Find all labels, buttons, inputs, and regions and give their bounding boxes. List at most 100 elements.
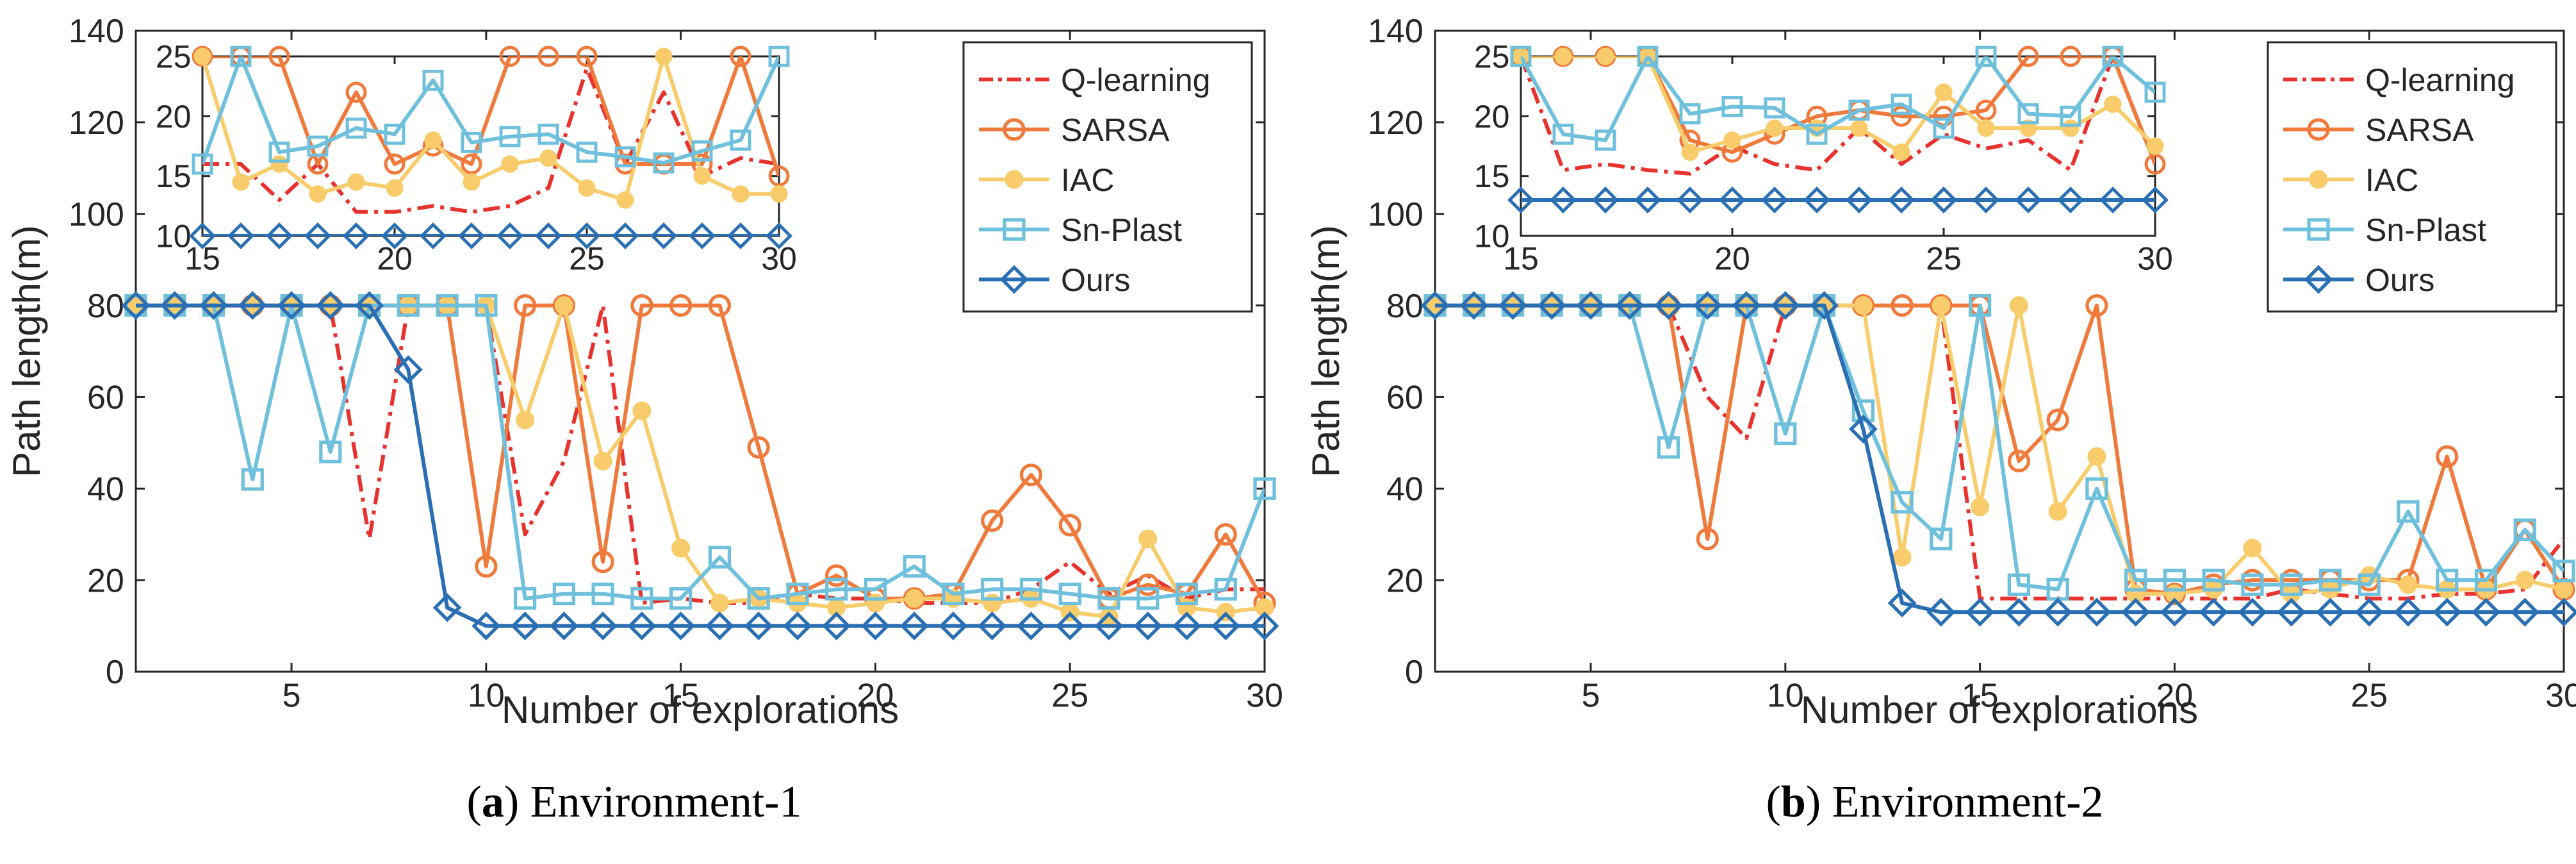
panel-b-inset-series-iac-point xyxy=(2104,96,2122,113)
panel-b-series-sarsa-point xyxy=(1696,528,1719,551)
panel-b-inset-series-sn-plast-point xyxy=(1679,103,1701,125)
panel-a-legend-marker-iac xyxy=(1005,170,1024,189)
panel-a-series-ours-point xyxy=(1016,611,1046,641)
panel-b-y-tick-label: 120 xyxy=(1368,104,1423,142)
panel-b-series-sn-plast-point xyxy=(2552,560,2575,583)
panel-b-inset-x-tick-label: 25 xyxy=(1926,241,1962,277)
panel-b-series-sarsa-point xyxy=(2007,449,2031,473)
panel-b-series-sn-plast-point xyxy=(2085,477,2108,500)
panel-a-inset-series-sn-plast-point xyxy=(499,126,521,147)
panel-a-series-ours-point xyxy=(277,291,306,320)
panel-b-x-axis-label: Number of explorations xyxy=(1801,688,2198,731)
panel-a-series-sn-plast-point xyxy=(513,587,537,610)
panel-b-series-ours-point xyxy=(2393,597,2423,627)
panel-b-inset-series-sn-plast-point xyxy=(1552,123,1574,145)
panel-b-series-sn-plast-point xyxy=(2318,569,2342,592)
panel-a-inset-series-iac-point xyxy=(732,185,750,203)
panel-a-legend-label-sarsa: SARSA xyxy=(1061,112,1170,148)
panel-a-inset-series-sn-plast-point xyxy=(730,129,751,151)
panel-a-inset-axes-box xyxy=(201,55,780,237)
panel-a-y-tick-label: 100 xyxy=(69,196,124,233)
panel-b-inset-series-sn-plast-point xyxy=(1891,94,1912,115)
panel-b-series-ours-point xyxy=(2315,597,2345,627)
panel-a-series-ours-point xyxy=(549,611,578,641)
panel-a-inset-series-sarsa-point xyxy=(537,46,559,67)
panel-a-series-sn-plast-point xyxy=(1253,477,1276,500)
panel-a-inset-series-ours-point xyxy=(766,222,792,249)
panel-a-inset-series-ours-point xyxy=(189,222,216,249)
panel-a-series-ours-point xyxy=(627,611,657,641)
panel-a-inset-series-sn-plast-point xyxy=(192,153,213,175)
panel-a-inset-y-tick-label: 20 xyxy=(156,99,192,135)
panel-a-inset-series-ours-point xyxy=(227,222,254,249)
panel-a-series-ours-point xyxy=(160,291,190,320)
panel-b-inset-series-q-learning-line xyxy=(1521,56,2155,176)
panel-b-inset-series-sn-plast-point xyxy=(1637,46,1659,67)
panel-a-y-tick-label: 20 xyxy=(87,562,124,599)
panel-b-inset-y-tick-label: 15 xyxy=(1474,158,1510,194)
panel-b-series-ours-point xyxy=(1654,291,1684,320)
panel-a-series-iac-point xyxy=(632,401,652,420)
panel-a-series-sn-plast-point xyxy=(475,294,498,317)
panel-a-series-iac-point xyxy=(983,594,1002,613)
panel-b-series-ours-line xyxy=(1435,303,2564,615)
panel-b-inset-series-ours-point xyxy=(1803,187,1830,213)
panel-b-series-sn-plast-point xyxy=(2358,573,2381,596)
panel-b-inset-series-ours-point xyxy=(1888,187,1915,213)
panel-b-inset-series-iac-line xyxy=(1521,56,2155,154)
panel-b-y-axis-label: Path length(m) xyxy=(1304,225,1347,478)
panel-b-inset-series-sn-plast-point xyxy=(1510,46,1532,67)
panel-a-x-tick-label: 20 xyxy=(857,677,894,715)
panel-a-series-sarsa-point xyxy=(1214,523,1237,546)
panel-b-series-ours-point xyxy=(1498,291,1527,320)
panel-b-inset-series-ours-point xyxy=(2142,187,2169,213)
panel-a-legend-label-iac: IAC xyxy=(1061,162,1114,198)
panel-b-inset-series-iac-point xyxy=(2062,119,2080,137)
panel-b-inset-series-sn-plast-point xyxy=(1595,129,1616,151)
panel-a-series-iac-point xyxy=(710,594,729,613)
panel-b-series-ours-point xyxy=(1848,414,1878,444)
panel-b-legend-label-sarsa: SARSA xyxy=(2365,112,2474,148)
panel-b-legend-marker-sarsa xyxy=(2307,118,2330,141)
panel-b-series-ours-point xyxy=(2004,597,2033,627)
panel-b-series-iac-point xyxy=(1932,296,1951,315)
panel-a-inset-series-sarsa-point xyxy=(576,46,598,67)
panel-a-inset-series-ours-point xyxy=(727,222,754,249)
panel-b-inset-series-sn-plast-point xyxy=(2017,103,2039,125)
panel-a-series-ours-point xyxy=(705,611,734,641)
panel-b-legend-label-q-learning: Q-learning xyxy=(2365,62,2514,98)
panel-b-inset-series-ours-point xyxy=(1507,187,1534,213)
panel-a-series-ours-point xyxy=(822,611,851,641)
panel-a-series-ours-point xyxy=(1133,611,1163,641)
panel-a-x-tick-label: 30 xyxy=(1246,677,1283,715)
panel-b-inset-y-tick-label: 20 xyxy=(1474,99,1510,135)
panel-b-inset-series-iac-point xyxy=(1554,47,1572,65)
panel-a-series-ours-point xyxy=(316,291,345,320)
panel-b-series-sarsa-point xyxy=(2046,408,2069,431)
panel-a-inset-series-sn-plast-point xyxy=(345,117,367,139)
panel-a-inset-y-tick-label: 10 xyxy=(156,219,192,254)
panel-a-inset-series-sn-plast-point xyxy=(422,69,444,91)
panel-a-y-tick-label: 140 xyxy=(69,13,124,50)
panel-a-inset-series-ours-point xyxy=(689,222,716,249)
panel-b-x-tick-label: 30 xyxy=(2545,677,2576,715)
caption-a: (a) Environment-1 xyxy=(466,777,802,827)
panel-a-inset-series-iac-point xyxy=(232,173,250,191)
panel-b-inset-series-ours-point xyxy=(1634,187,1661,213)
panel-b-series-sn-plast-point xyxy=(1968,294,1992,317)
panel-b-series-iac-point xyxy=(2515,570,2534,590)
panel-a-series-ours-point xyxy=(783,611,812,641)
panel-a-series-ours-point xyxy=(1172,611,1201,641)
panel-b-series-sn-plast-point xyxy=(2436,569,2459,592)
panel-b-series-iac-point xyxy=(1892,547,1912,567)
panel-a-inset-series-sarsa-point xyxy=(268,46,290,67)
panel-a-series-ours-point xyxy=(666,611,696,641)
panel-a-series-sarsa-point xyxy=(825,564,848,587)
panel-b-inset-series-iac-point xyxy=(2146,137,2164,155)
panel-a-inset-series-sn-plast-point xyxy=(307,135,329,157)
panel-b-y-tick-label: 140 xyxy=(1368,13,1423,50)
panel-a-inset-series-ours-point xyxy=(304,222,331,249)
panel-a-series-iac-point xyxy=(1099,607,1119,626)
panel-a-y-tick-label: 60 xyxy=(87,379,124,417)
panel-b-series-ours-point xyxy=(1810,291,1839,320)
